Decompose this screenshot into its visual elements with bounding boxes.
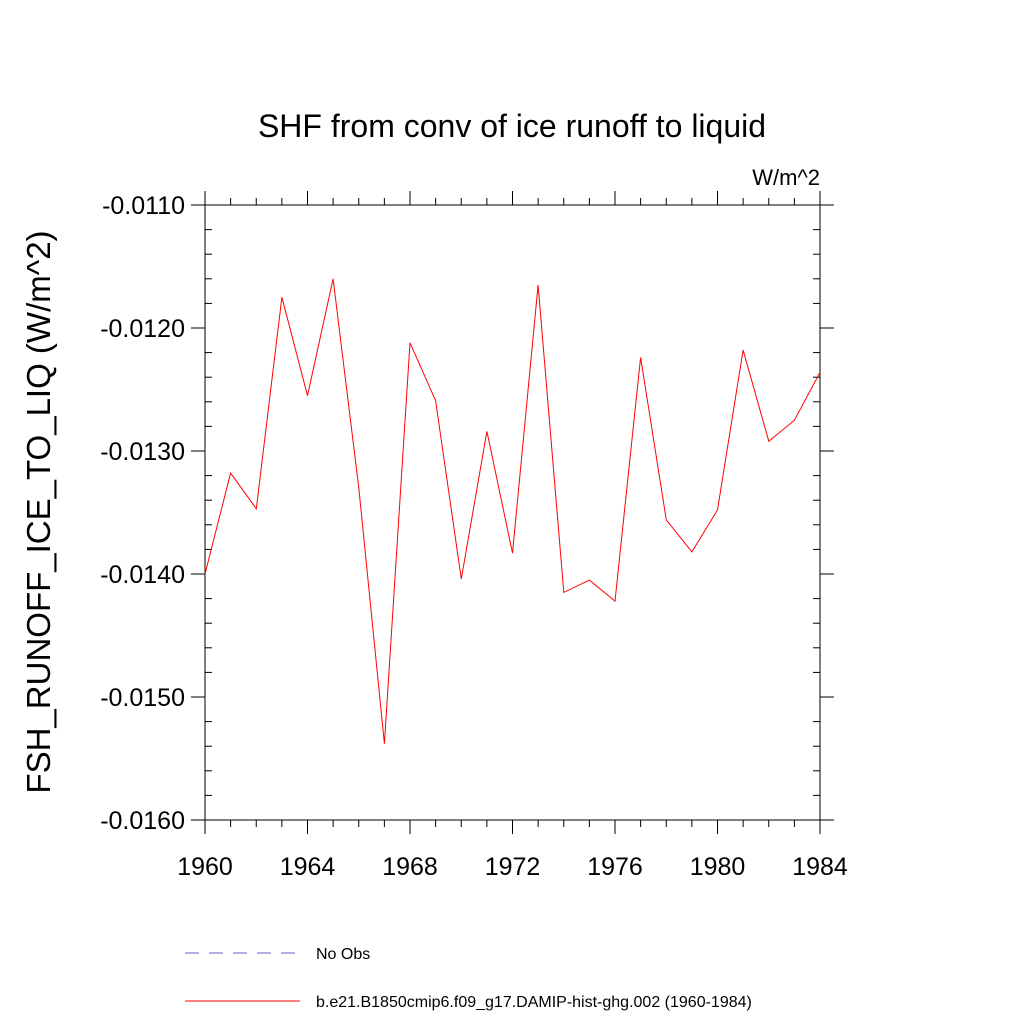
- x-tick-label: 1976: [587, 853, 643, 881]
- plot-frame: [204, 204, 821, 821]
- y-tick-label: -0.0140: [100, 561, 185, 589]
- x-tick-label: 1972: [485, 853, 541, 881]
- legend: No Obs b.e21.B1850cmip6.f09_g17.DAMIP-his…: [185, 946, 752, 1011]
- units-label: W/m^2: [752, 165, 820, 190]
- series-line: [204, 278, 821, 744]
- y-tick-label: -0.0110: [102, 192, 185, 220]
- x-tick-label: 1984: [792, 853, 848, 881]
- y-tick-label: -0.0150: [100, 684, 185, 712]
- legend-label: No Obs: [316, 946, 370, 963]
- x-tick-label: 1964: [280, 853, 336, 881]
- y-tick-label: -0.0130: [100, 438, 185, 466]
- chart-title: SHF from conv of ice runoff to liquid: [258, 108, 766, 144]
- x-tick-label: 1980: [690, 853, 746, 881]
- legend-label: b.e21.B1850cmip6.f09_g17.DAMIP-hist-ghg.…: [316, 994, 752, 1011]
- x-tick-label: 1968: [382, 853, 438, 881]
- y-axis-label: FSH_RUNOFF_ICE_TO_LIQ (W/m^2): [20, 230, 57, 793]
- axes: 1960 1964 1968 1972 1976 1980 1984 -0.0110 -0.01…: [100, 191, 848, 881]
- x-tick-label: 1960: [177, 853, 233, 881]
- y-tick-label: -0.0120: [100, 315, 185, 343]
- series-lines: [204, 278, 821, 744]
- y-tick-label: -0.0160: [100, 807, 185, 835]
